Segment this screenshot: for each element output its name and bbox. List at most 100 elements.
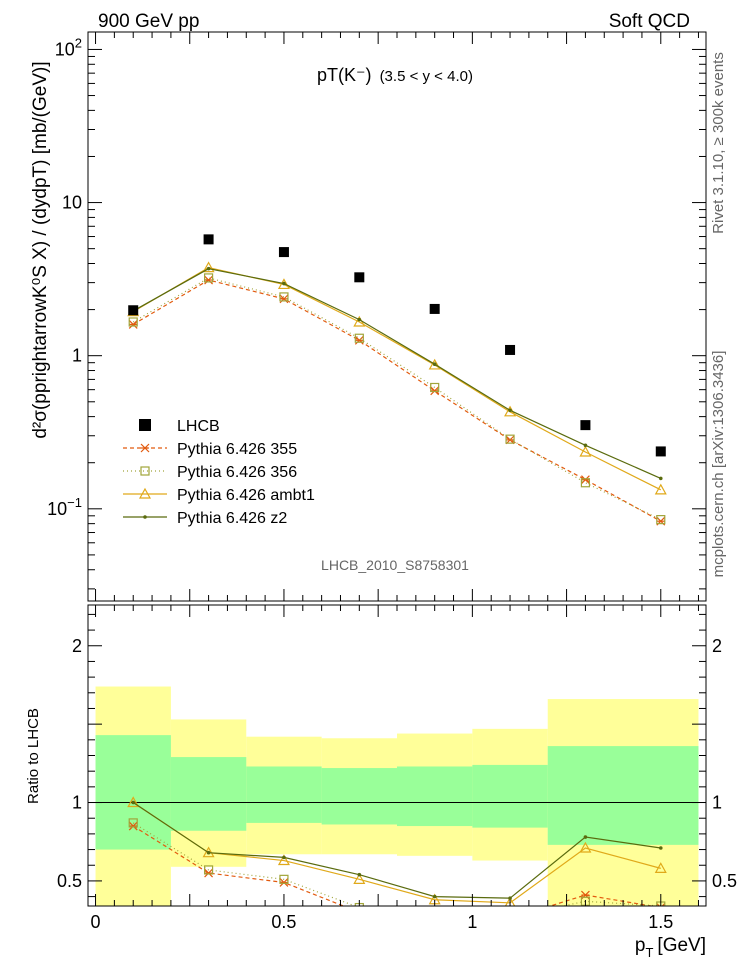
ratio-data-point	[128, 821, 138, 831]
main-data-point	[203, 234, 214, 245]
legend: LHCB Pythia 6.426 355 Pythia 6.426 356 Pyth…	[123, 418, 315, 527]
ratio-data-point	[277, 854, 290, 866]
main-data-point	[580, 478, 591, 488]
main-data-point	[279, 292, 289, 302]
main-plot-title: pT(K⁻) (3.5 < y < 4.0)	[317, 65, 473, 85]
ratio-data-point-stroke	[355, 908, 363, 916]
title-range-text: (3.5 < y < 4.0)	[380, 68, 473, 85]
main-data-point	[277, 278, 290, 290]
ratio-data-point	[282, 855, 286, 860]
main-data-point	[206, 266, 211, 271]
header-right-label: Soft QCD	[609, 11, 690, 32]
main-data-point	[580, 420, 591, 431]
ratio-data-point	[508, 896, 512, 900]
ratio-data-point	[432, 894, 437, 899]
main-data-point	[354, 272, 365, 283]
legend-label: Pythia 6.426 355	[177, 441, 297, 458]
ratio-x-axis-label: pT [GeV]	[635, 935, 706, 960]
main-y-tick-label: 1	[72, 346, 82, 366]
main-data-point	[204, 275, 214, 285]
ratio-data-point-stroke	[431, 911, 439, 919]
main-data-point	[128, 320, 138, 329]
ratio-y-tick-label-right: 0.5	[712, 871, 737, 891]
main-data-point	[580, 475, 590, 485]
main-data-point	[583, 443, 588, 448]
main-y-tick-label: 10−1	[47, 495, 82, 519]
main-data-point	[654, 483, 667, 495]
x-tick-label: 0	[91, 912, 101, 932]
legend-label: LHCB	[177, 418, 220, 435]
ratio-data-point	[504, 896, 516, 906]
legend-marker	[143, 515, 147, 519]
main-data-point	[656, 515, 666, 525]
ratio-green-band	[170, 757, 247, 831]
title-main-text: pT(K⁻)	[317, 65, 372, 85]
ratio-data-point	[656, 903, 666, 906]
main-series-line	[132, 268, 662, 479]
ratio-green-band	[547, 746, 699, 845]
main-data-point	[432, 362, 437, 366]
ratio-data-point	[355, 908, 363, 916]
ratio-data-point-stroke	[431, 911, 439, 919]
ratio-data-point	[431, 911, 439, 919]
ratio-data-point	[206, 850, 211, 855]
main-data-point	[429, 303, 440, 314]
rivet-version-label: Rivet 3.1.10, ≥ 300k events	[710, 52, 727, 234]
legend-marker	[139, 419, 151, 431]
analysis-watermark: LHCB_2010_S8758301	[321, 557, 469, 573]
legend-marker	[140, 443, 150, 453]
main-data-point	[430, 382, 440, 393]
main-data-point	[505, 344, 516, 355]
ratio-series-line	[132, 825, 656, 906]
ratio-data-point-stroke	[661, 903, 666, 906]
x-axis-label-p: p	[635, 935, 646, 956]
ratio-series-line	[132, 802, 661, 899]
legend-item: Pythia 6.426 355	[123, 441, 297, 458]
ratio-data-point	[128, 818, 138, 828]
ratio-y-axis-label: Ratio to LHCB	[25, 708, 42, 804]
tick-base: 10	[55, 39, 75, 59]
tick-exponent: −1	[67, 495, 82, 510]
ratio-panel: 0 0.5 1 1.5 0.5 0.5 1 1 2 2	[57, 604, 737, 932]
main-data-point	[505, 435, 515, 445]
ratio-data-point	[204, 868, 214, 878]
legend-item: Pythia 6.426 z2	[123, 510, 287, 527]
main-data-point	[357, 317, 362, 322]
ratio-y-tick-label-right: 2	[712, 636, 722, 656]
main-data-point	[282, 281, 286, 286]
ratio-data-point	[654, 862, 667, 873]
tick-exponent: 2	[75, 35, 82, 50]
x-tick-label: 1.5	[648, 912, 673, 932]
main-data-point	[505, 434, 515, 444]
main-data-point	[278, 247, 289, 258]
ratio-data-point	[357, 872, 362, 877]
main-data-point	[128, 305, 139, 316]
main-data-point	[579, 445, 592, 457]
main-series-line	[132, 266, 662, 491]
mcplots-credit-label: mcplots.cern.ch [arXiv:1306.3436]	[710, 351, 727, 578]
ratio-data-point-stroke	[656, 903, 661, 906]
main-series-line	[132, 277, 662, 521]
main-data-point	[354, 333, 364, 343]
ratio-data-point-stroke	[355, 908, 363, 916]
ratio-data-point	[506, 915, 514, 923]
ratio-data-point	[131, 800, 136, 805]
x-tick-label: 1	[467, 912, 477, 932]
ratio-data-point-stroke	[506, 915, 514, 923]
ratio-green-band	[472, 764, 548, 828]
ratio-data-point	[579, 841, 592, 853]
main-data-point	[354, 335, 364, 345]
ratio-data-point	[279, 874, 289, 884]
main-y-tick-label: 102	[55, 35, 82, 59]
ratio-green-band	[95, 735, 171, 850]
main-data-point	[428, 358, 441, 370]
ratio-y-tick-label-left: 2	[72, 636, 82, 656]
ratio-data-point-stroke	[506, 915, 514, 923]
ratio-y-tick-label-left: 0.5	[57, 871, 82, 891]
main-y-axis-label: d²σ(pprightarrowK⁰S X) / (dydpT) [mb/(Ge…	[30, 61, 51, 438]
ratio-y-tick-label-left: 1	[72, 793, 82, 813]
tick-base: 10	[47, 499, 67, 519]
legend-item: Pythia 6.426 356	[123, 464, 297, 481]
